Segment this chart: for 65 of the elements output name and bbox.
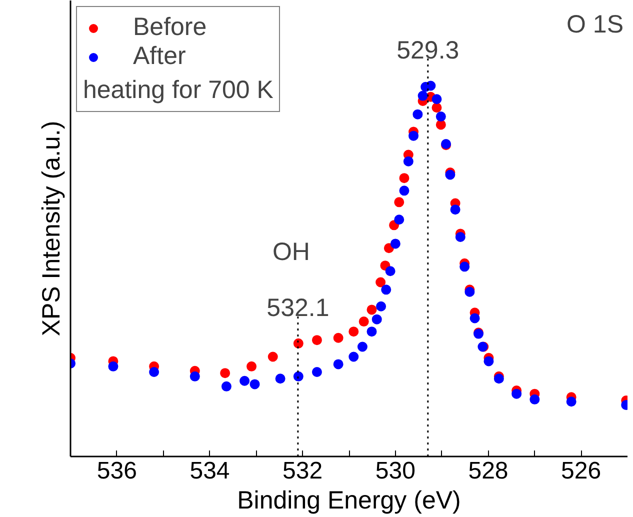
point: [484, 356, 494, 366]
point: [372, 314, 382, 324]
point: [348, 326, 359, 337]
point: [460, 262, 470, 272]
point: [450, 204, 460, 215]
legend-label: After: [133, 42, 186, 71]
x-tick-label: 528: [468, 458, 508, 484]
point: [399, 173, 410, 184]
point: [358, 316, 369, 327]
x-tick-label: 534: [190, 458, 230, 484]
point: [246, 361, 257, 372]
x-axis-title: Binding Energy (eV): [237, 486, 461, 514]
point: [394, 214, 404, 225]
point: [470, 313, 480, 324]
point: [455, 232, 466, 242]
point: [566, 396, 576, 407]
point: [381, 284, 392, 295]
point: [512, 388, 522, 399]
y-axis-title: XPS Intensity (a.u.): [38, 120, 66, 336]
point: [293, 338, 304, 348]
point: [436, 112, 446, 122]
point: [357, 342, 368, 352]
x-tick-label: 532: [282, 458, 323, 484]
point: [376, 301, 386, 312]
point: [366, 326, 377, 337]
point: [408, 130, 419, 141]
x-tick-label: 526: [561, 458, 602, 484]
point: [366, 304, 377, 315]
point: [220, 368, 230, 378]
text: O 1S: [566, 10, 624, 38]
point: [426, 80, 436, 91]
point: [432, 102, 442, 113]
point: [268, 352, 278, 362]
point: [275, 374, 286, 384]
point: [403, 156, 414, 166]
point: [221, 381, 232, 392]
legend-title: heating for 700 K: [83, 76, 274, 105]
point: [240, 376, 250, 386]
point: [293, 371, 304, 382]
point: [412, 109, 423, 120]
point: [348, 352, 359, 362]
ref-line-label: 529.3: [396, 36, 460, 64]
ref-line-label: 532.1: [266, 294, 330, 322]
point: [333, 332, 344, 343]
point: [418, 90, 428, 101]
point: [494, 374, 504, 384]
point: [530, 394, 540, 404]
point: [385, 266, 396, 276]
point: [312, 335, 322, 346]
point: [108, 361, 118, 372]
point: [312, 366, 322, 377]
point: [333, 359, 344, 370]
point: [394, 197, 404, 208]
annotation: OH: [272, 238, 310, 266]
point: [436, 120, 446, 130]
point: [250, 379, 260, 390]
legend-label: Before: [133, 13, 207, 42]
point: [190, 371, 200, 382]
point: [399, 186, 410, 196]
x-tick-label: 536: [96, 458, 137, 484]
point: [376, 277, 386, 288]
x-tick-label: 530: [375, 458, 416, 484]
point: [390, 238, 400, 249]
point: [149, 366, 160, 377]
point: [432, 94, 442, 104]
